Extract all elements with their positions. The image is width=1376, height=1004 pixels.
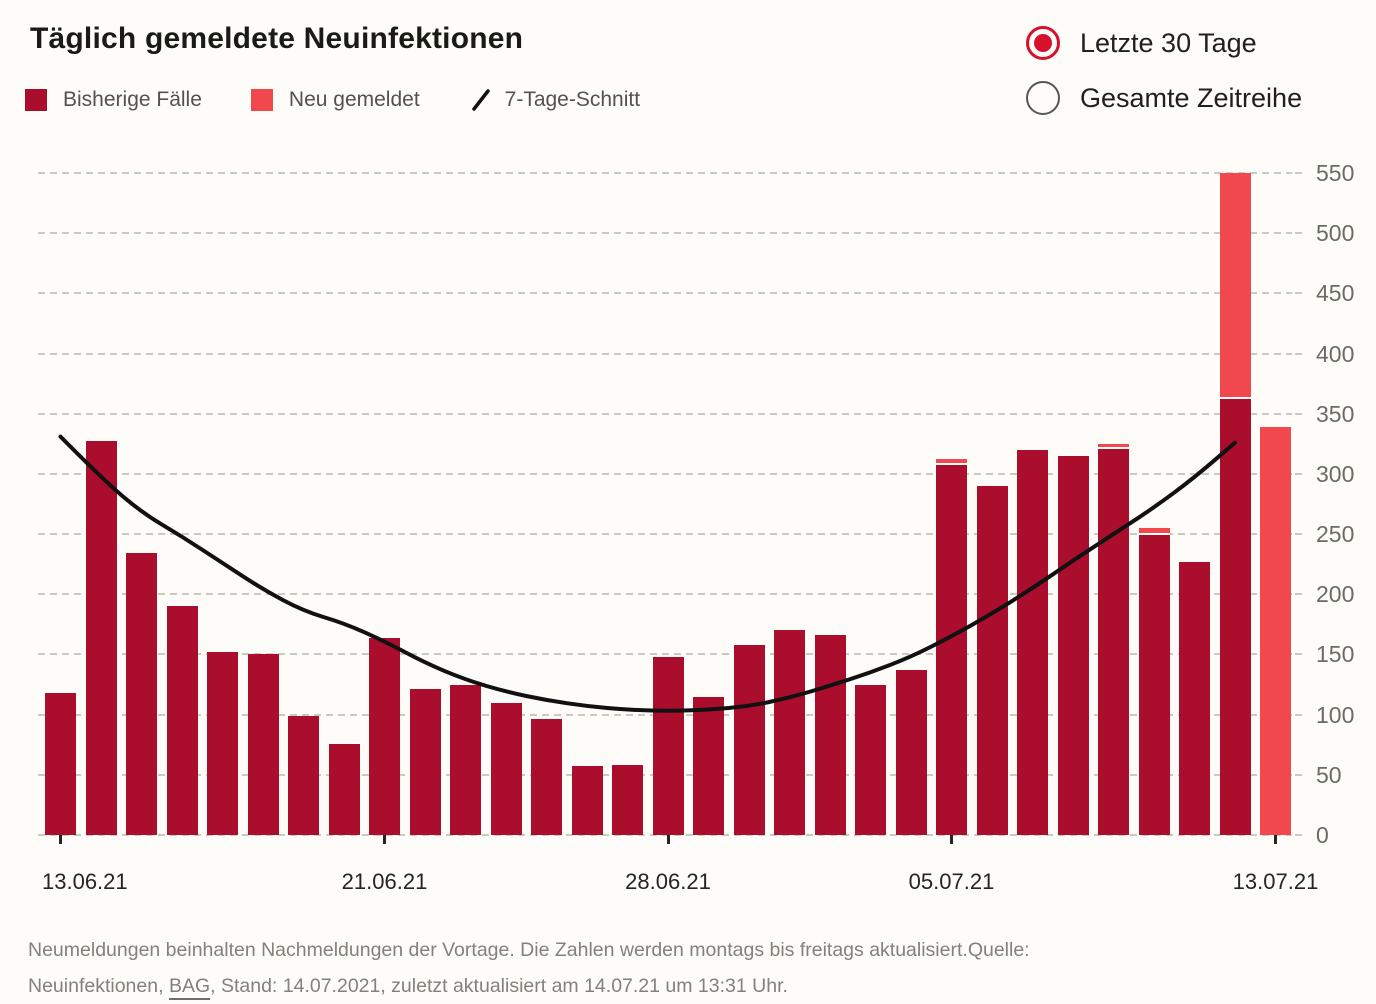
radio-unselected-icon — [1026, 81, 1060, 115]
x-axis-tick — [59, 835, 62, 844]
new-reported-swatch-icon — [250, 89, 273, 111]
bar-previous-cases-11.07.21[interactable] — [1179, 561, 1210, 835]
bar-new-reported-13.07.21[interactable] — [1260, 426, 1291, 835]
bar-previous-cases-14.06.21[interactable] — [85, 441, 117, 835]
bar-previous-cases-07.07.21[interactable] — [1017, 449, 1048, 835]
bar-previous-cases-25.06.21[interactable] — [531, 719, 562, 835]
gridline — [38, 172, 1292, 174]
bar-previous-cases-24.06.21[interactable] — [490, 702, 522, 835]
bar-previous-cases-10.07.21[interactable] — [1138, 535, 1170, 835]
legend-label-previous-cases: Bisherige Fälle — [63, 88, 202, 111]
y-axis-tick — [1295, 412, 1302, 415]
bar-previous-cases-29.06.21[interactable] — [693, 696, 724, 835]
bar-previous-cases-22.06.21[interactable] — [409, 689, 441, 835]
bar-previous-cases-16.06.21[interactable] — [166, 606, 198, 835]
legend-item-new-reported: Neu gemeldet — [250, 88, 420, 112]
y-axis-tick — [1295, 653, 1302, 656]
previous-cases-swatch-icon — [25, 89, 47, 111]
y-axis-label: 300 — [1316, 460, 1355, 487]
y-axis-tick — [1295, 593, 1302, 596]
gridline — [38, 352, 1292, 355]
y-axis-label: 450 — [1316, 280, 1355, 307]
x-axis-tick — [383, 835, 386, 844]
x-axis-tick — [950, 835, 953, 844]
radio-selected-icon — [1026, 26, 1060, 60]
bar-previous-cases-20.06.21[interactable] — [328, 743, 360, 835]
slash-line-icon — [469, 88, 493, 112]
y-axis-label: 150 — [1316, 641, 1355, 668]
radio-last-30-days-label: Letzte 30 Tage — [1080, 27, 1257, 58]
source-note: Neumeldungen beinhalten Nachmeldungen de… — [28, 932, 1338, 1004]
bar-new-reported-05.07.21[interactable] — [936, 459, 967, 466]
y-axis-tick — [1295, 713, 1302, 716]
bar-previous-cases-12.07.21[interactable] — [1219, 399, 1251, 835]
bar-previous-cases-13.06.21[interactable] — [45, 692, 76, 835]
bag-source-link[interactable]: BAG — [168, 974, 211, 1000]
y-axis-label: 100 — [1316, 701, 1355, 728]
y-axis-tick — [1295, 232, 1302, 235]
y-axis-label: 350 — [1316, 400, 1355, 427]
page-title: Täglich gemeldete Neuinfektionen — [30, 22, 524, 55]
legend-item-7-day-average: 7-Tage-Schnitt — [469, 88, 640, 112]
x-axis-label: 13.07.21 — [1232, 869, 1319, 894]
y-axis-tick — [1295, 533, 1302, 536]
bar-previous-cases-30.06.21[interactable] — [733, 644, 765, 835]
x-axis-tick — [666, 835, 670, 844]
y-axis-tick — [1295, 834, 1302, 836]
bar-previous-cases-23.06.21[interactable] — [450, 684, 481, 835]
legend-item-previous-cases: Bisherige Fälle — [25, 88, 202, 112]
bar-previous-cases-17.06.21[interactable] — [207, 652, 238, 835]
y-axis-label: 500 — [1316, 220, 1355, 247]
legend-label-new-reported: Neu gemeldet — [288, 88, 420, 111]
legend: Bisherige Fälle Neu gemeldet 7-Tage-Schn… — [25, 88, 689, 112]
gridline — [38, 834, 1292, 836]
footer-line-1: Neumeldungen beinhalten Nachmeldungen de… — [28, 938, 1030, 961]
legend-label-7-day-average: 7-Tage-Schnitt — [504, 88, 641, 111]
footer-line-2-pre: Neuinfektionen, — [28, 974, 169, 997]
bar-previous-cases-03.07.21[interactable] — [855, 684, 886, 835]
bar-previous-cases-26.06.21[interactable] — [571, 766, 603, 835]
bar-new-reported-10.07.21[interactable] — [1138, 528, 1170, 536]
bar-previous-cases-05.07.21[interactable] — [936, 465, 967, 835]
y-axis-tick — [1295, 292, 1302, 295]
y-axis-label: 0 — [1316, 822, 1329, 848]
footer-line-2-post: , Stand: 14.07.2021, zuletzt aktualisier… — [210, 974, 788, 997]
x-axis-label: 21.06.21 — [341, 869, 428, 894]
bar-previous-cases-15.06.21[interactable] — [126, 553, 157, 835]
y-axis-label: 400 — [1316, 340, 1355, 367]
x-axis-label: 13.06.21 — [42, 869, 128, 894]
radio-full-series[interactable]: Gesamte Zeitreihe — [1026, 81, 1302, 115]
bar-previous-cases-06.07.21[interactable] — [976, 485, 1008, 835]
x-axis-label: 05.07.21 — [908, 869, 995, 894]
gridline — [38, 412, 1292, 415]
y-axis-label: 250 — [1316, 521, 1355, 548]
bar-previous-cases-09.07.21[interactable] — [1098, 448, 1129, 835]
y-axis-label: 50 — [1316, 761, 1342, 788]
bar-previous-cases-18.06.21[interactable] — [247, 654, 279, 835]
y-axis-tick — [1295, 773, 1302, 776]
bar-previous-cases-21.06.21[interactable] — [369, 637, 400, 835]
bar-previous-cases-01.07.21[interactable] — [774, 630, 805, 835]
y-axis-label: 550 — [1316, 160, 1355, 186]
bar-previous-cases-19.06.21[interactable] — [288, 715, 319, 835]
y-axis-tick — [1295, 472, 1302, 475]
y-axis-tick — [1295, 352, 1302, 355]
x-axis-tick — [1274, 835, 1277, 844]
bar-previous-cases-08.07.21[interactable] — [1057, 455, 1089, 835]
y-axis-label: 200 — [1316, 581, 1355, 608]
gridline — [38, 292, 1292, 295]
x-axis-label: 28.06.21 — [625, 869, 711, 894]
bar-new-reported-09.07.21[interactable] — [1098, 443, 1129, 449]
bar-previous-cases-04.07.21[interactable] — [895, 670, 927, 835]
bar-chart-plot-area: 0 50 100 150 200 250 300 350 400 450 500 550 13.06.2… — [38, 160, 1354, 894]
radio-last-30-days[interactable]: Letzte 30 Tage — [1026, 26, 1302, 60]
time-range-toggle: Letzte 30 Tage Gesamte Zeitreihe — [1026, 26, 1302, 136]
gridline — [38, 232, 1292, 235]
bar-previous-cases-02.07.21[interactable] — [814, 635, 846, 835]
bar-previous-cases-27.06.21[interactable] — [612, 765, 643, 835]
bar-new-reported-12.07.21[interactable] — [1219, 173, 1251, 400]
bar-previous-cases-28.06.21[interactable] — [652, 656, 684, 835]
y-axis-tick — [1295, 172, 1302, 174]
radio-full-series-label: Gesamte Zeitreihe — [1080, 82, 1303, 113]
